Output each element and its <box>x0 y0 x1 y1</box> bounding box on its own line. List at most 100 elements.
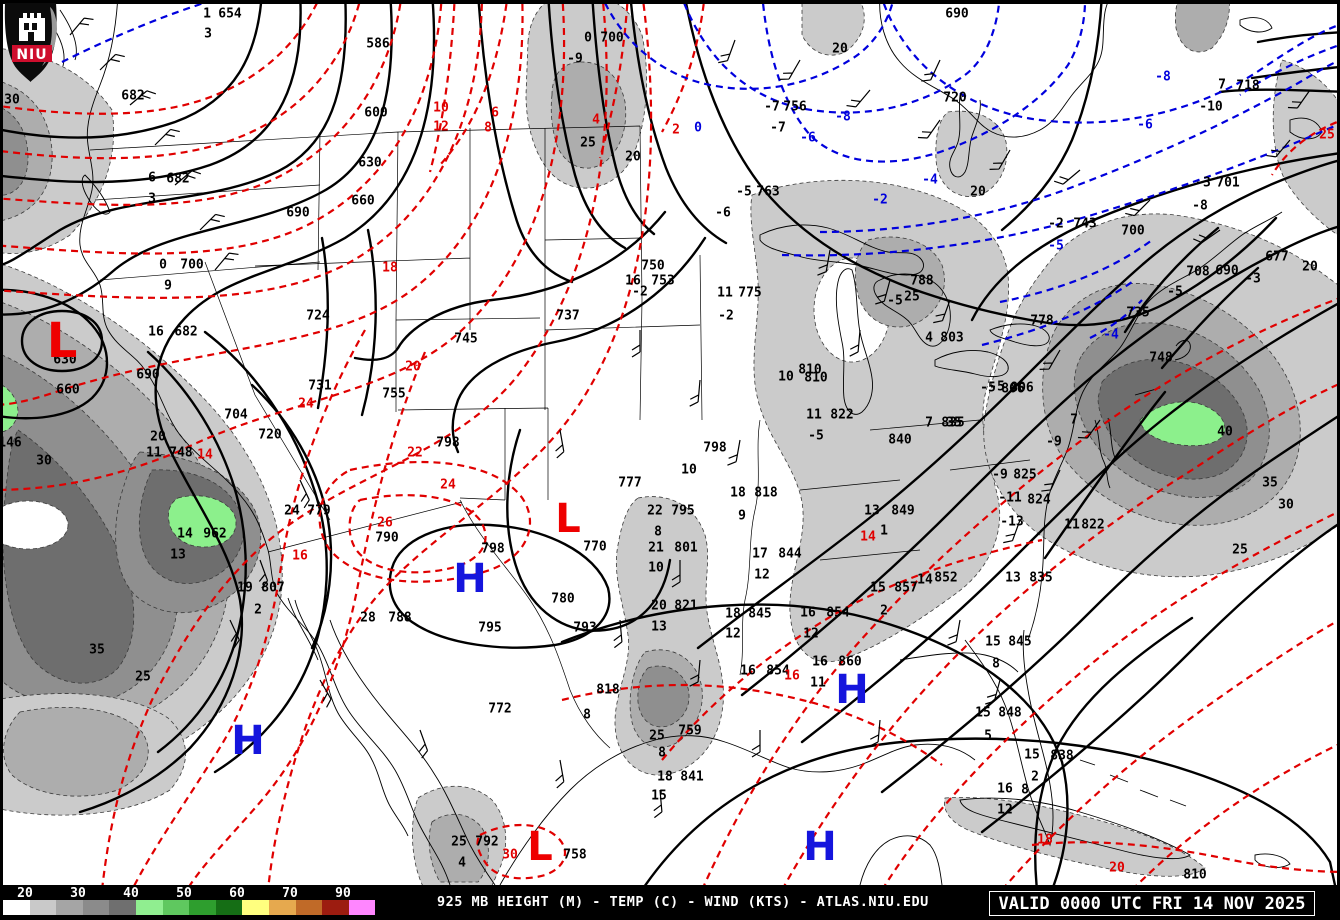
contour-label: 4 <box>592 112 600 128</box>
high-pressure-marker: H <box>231 718 265 764</box>
legend-tick-label: 60 <box>229 886 245 901</box>
contour-label: 630 <box>53 352 77 368</box>
contour-label: 11 <box>806 407 822 423</box>
contour-label: 810 <box>798 362 822 378</box>
contour-label: 2 <box>880 603 888 619</box>
contour-label: 40 <box>1217 424 1233 440</box>
wind-barb-icon <box>613 619 623 649</box>
contour-label: -4 <box>922 172 938 188</box>
contour-label: 19 <box>237 580 253 596</box>
contour-label: 690 <box>286 205 310 221</box>
legend-tick-label: 90 <box>335 886 351 901</box>
contour-label: 20 <box>1302 259 1318 275</box>
wind-barb-icon <box>689 379 701 407</box>
contour-label: 17 <box>752 546 768 562</box>
contour-label: 848 <box>998 705 1022 721</box>
contour-label: 845 <box>1008 634 1032 650</box>
contour-label: 16 <box>292 548 308 564</box>
contour-label: -9 <box>1046 434 1062 450</box>
contour-label: 792 <box>475 834 499 850</box>
contour-label: -4 <box>1103 327 1119 343</box>
legend-tick-label: 40 <box>123 886 139 901</box>
contour-label: -8 <box>835 109 851 125</box>
wind-barb-icon <box>846 89 871 108</box>
contour-label: -3 <box>1195 175 1211 191</box>
contour-label: -5 <box>887 293 903 309</box>
wind-barb-icon <box>727 439 741 466</box>
contour-label: -2 <box>1048 216 1064 232</box>
contour-label: 18 <box>725 606 741 622</box>
contour-label: 13 <box>864 503 880 519</box>
contour-label: 745 <box>454 331 478 347</box>
contour-label: 8 <box>658 745 666 761</box>
low-pressure-marker: L <box>46 313 78 369</box>
contour-label: -7 <box>770 120 786 136</box>
legend-tick-label: 70 <box>282 886 298 901</box>
wind-barb-icon <box>718 39 736 64</box>
contour-label: -5 <box>1048 238 1064 254</box>
contour-label: 13 <box>1005 570 1021 586</box>
wind-barb-icon <box>154 128 180 146</box>
contour-label: -8 <box>1192 198 1208 214</box>
contour-label: 15 <box>985 634 1001 650</box>
valid-time-box: VALID 0000 UTC FRI 14 NOV 2025 <box>989 891 1315 916</box>
contour-label: 18 <box>1037 832 1053 848</box>
contour-label: 724 <box>306 308 330 324</box>
contour-label: 660 <box>56 382 80 398</box>
contour-label: 822 <box>830 407 854 423</box>
contour-label: 21 <box>648 540 664 556</box>
contour-label: 772 <box>488 701 512 717</box>
contour-label: 3 <box>148 191 156 207</box>
wind-barb-icon <box>174 170 202 186</box>
low-pressure-marker: L <box>555 496 581 542</box>
high-pressure-marker: H <box>453 556 487 602</box>
contour-label: 16 <box>625 273 641 289</box>
contour-label: 15 <box>1024 747 1040 763</box>
contour-label: -5 <box>736 184 752 200</box>
wind-barb-icon <box>1266 139 1291 158</box>
contour-label: 1 <box>880 523 888 539</box>
contour-label: 7 <box>1070 412 1078 428</box>
contour-label: -5 <box>980 380 996 396</box>
contour-label: 11 <box>810 675 826 691</box>
contour-label: 24 <box>298 396 314 412</box>
contour-label: -3 <box>1245 271 1261 287</box>
contour-label: 720 <box>258 427 282 443</box>
contour-label: 798 <box>436 435 460 451</box>
contour-label: 840 <box>888 432 912 448</box>
wind-barb-icon <box>229 619 240 649</box>
wind-barb-icon <box>917 119 941 139</box>
map-canvas <box>0 0 1340 885</box>
contour-label: 25 <box>580 135 596 151</box>
contour-label: 4 <box>458 855 466 871</box>
wind-barb-icon <box>99 53 125 71</box>
contour-label: 8 <box>484 120 492 136</box>
contour-label: 20 <box>1109 860 1125 876</box>
wind-barb-icon <box>69 17 94 36</box>
contour-label: 9 <box>164 278 172 294</box>
contour-label: 807 <box>261 580 285 596</box>
wind-barb-icon <box>875 279 891 305</box>
wind-barb-icon <box>653 789 663 819</box>
contour-label: 20 <box>150 429 166 445</box>
contour-label: 810 <box>1183 867 1207 883</box>
contour-label: 682 <box>166 171 190 187</box>
contour-label: 7 <box>1218 77 1226 93</box>
contour-label: 793 <box>573 620 597 636</box>
contour-label: 849 <box>891 503 915 519</box>
contour-label: -7 <box>764 99 780 115</box>
wind-barb-icon <box>779 59 801 80</box>
contour-label: 12 <box>433 119 449 135</box>
contour-label: 750 <box>641 258 665 274</box>
contour-label: 822 <box>1081 517 1105 533</box>
contour-label: -11 <box>998 490 1022 506</box>
contour-label: -2 <box>632 284 648 300</box>
contour-label: 25 <box>451 834 467 850</box>
wind-barb-icon <box>631 330 641 358</box>
legend-swatch <box>135 900 163 915</box>
contour-label: 821 <box>674 598 698 614</box>
legend-swatch <box>82 900 110 915</box>
contour-label: 600 <box>364 105 388 121</box>
wind-barb-icon <box>258 559 269 589</box>
